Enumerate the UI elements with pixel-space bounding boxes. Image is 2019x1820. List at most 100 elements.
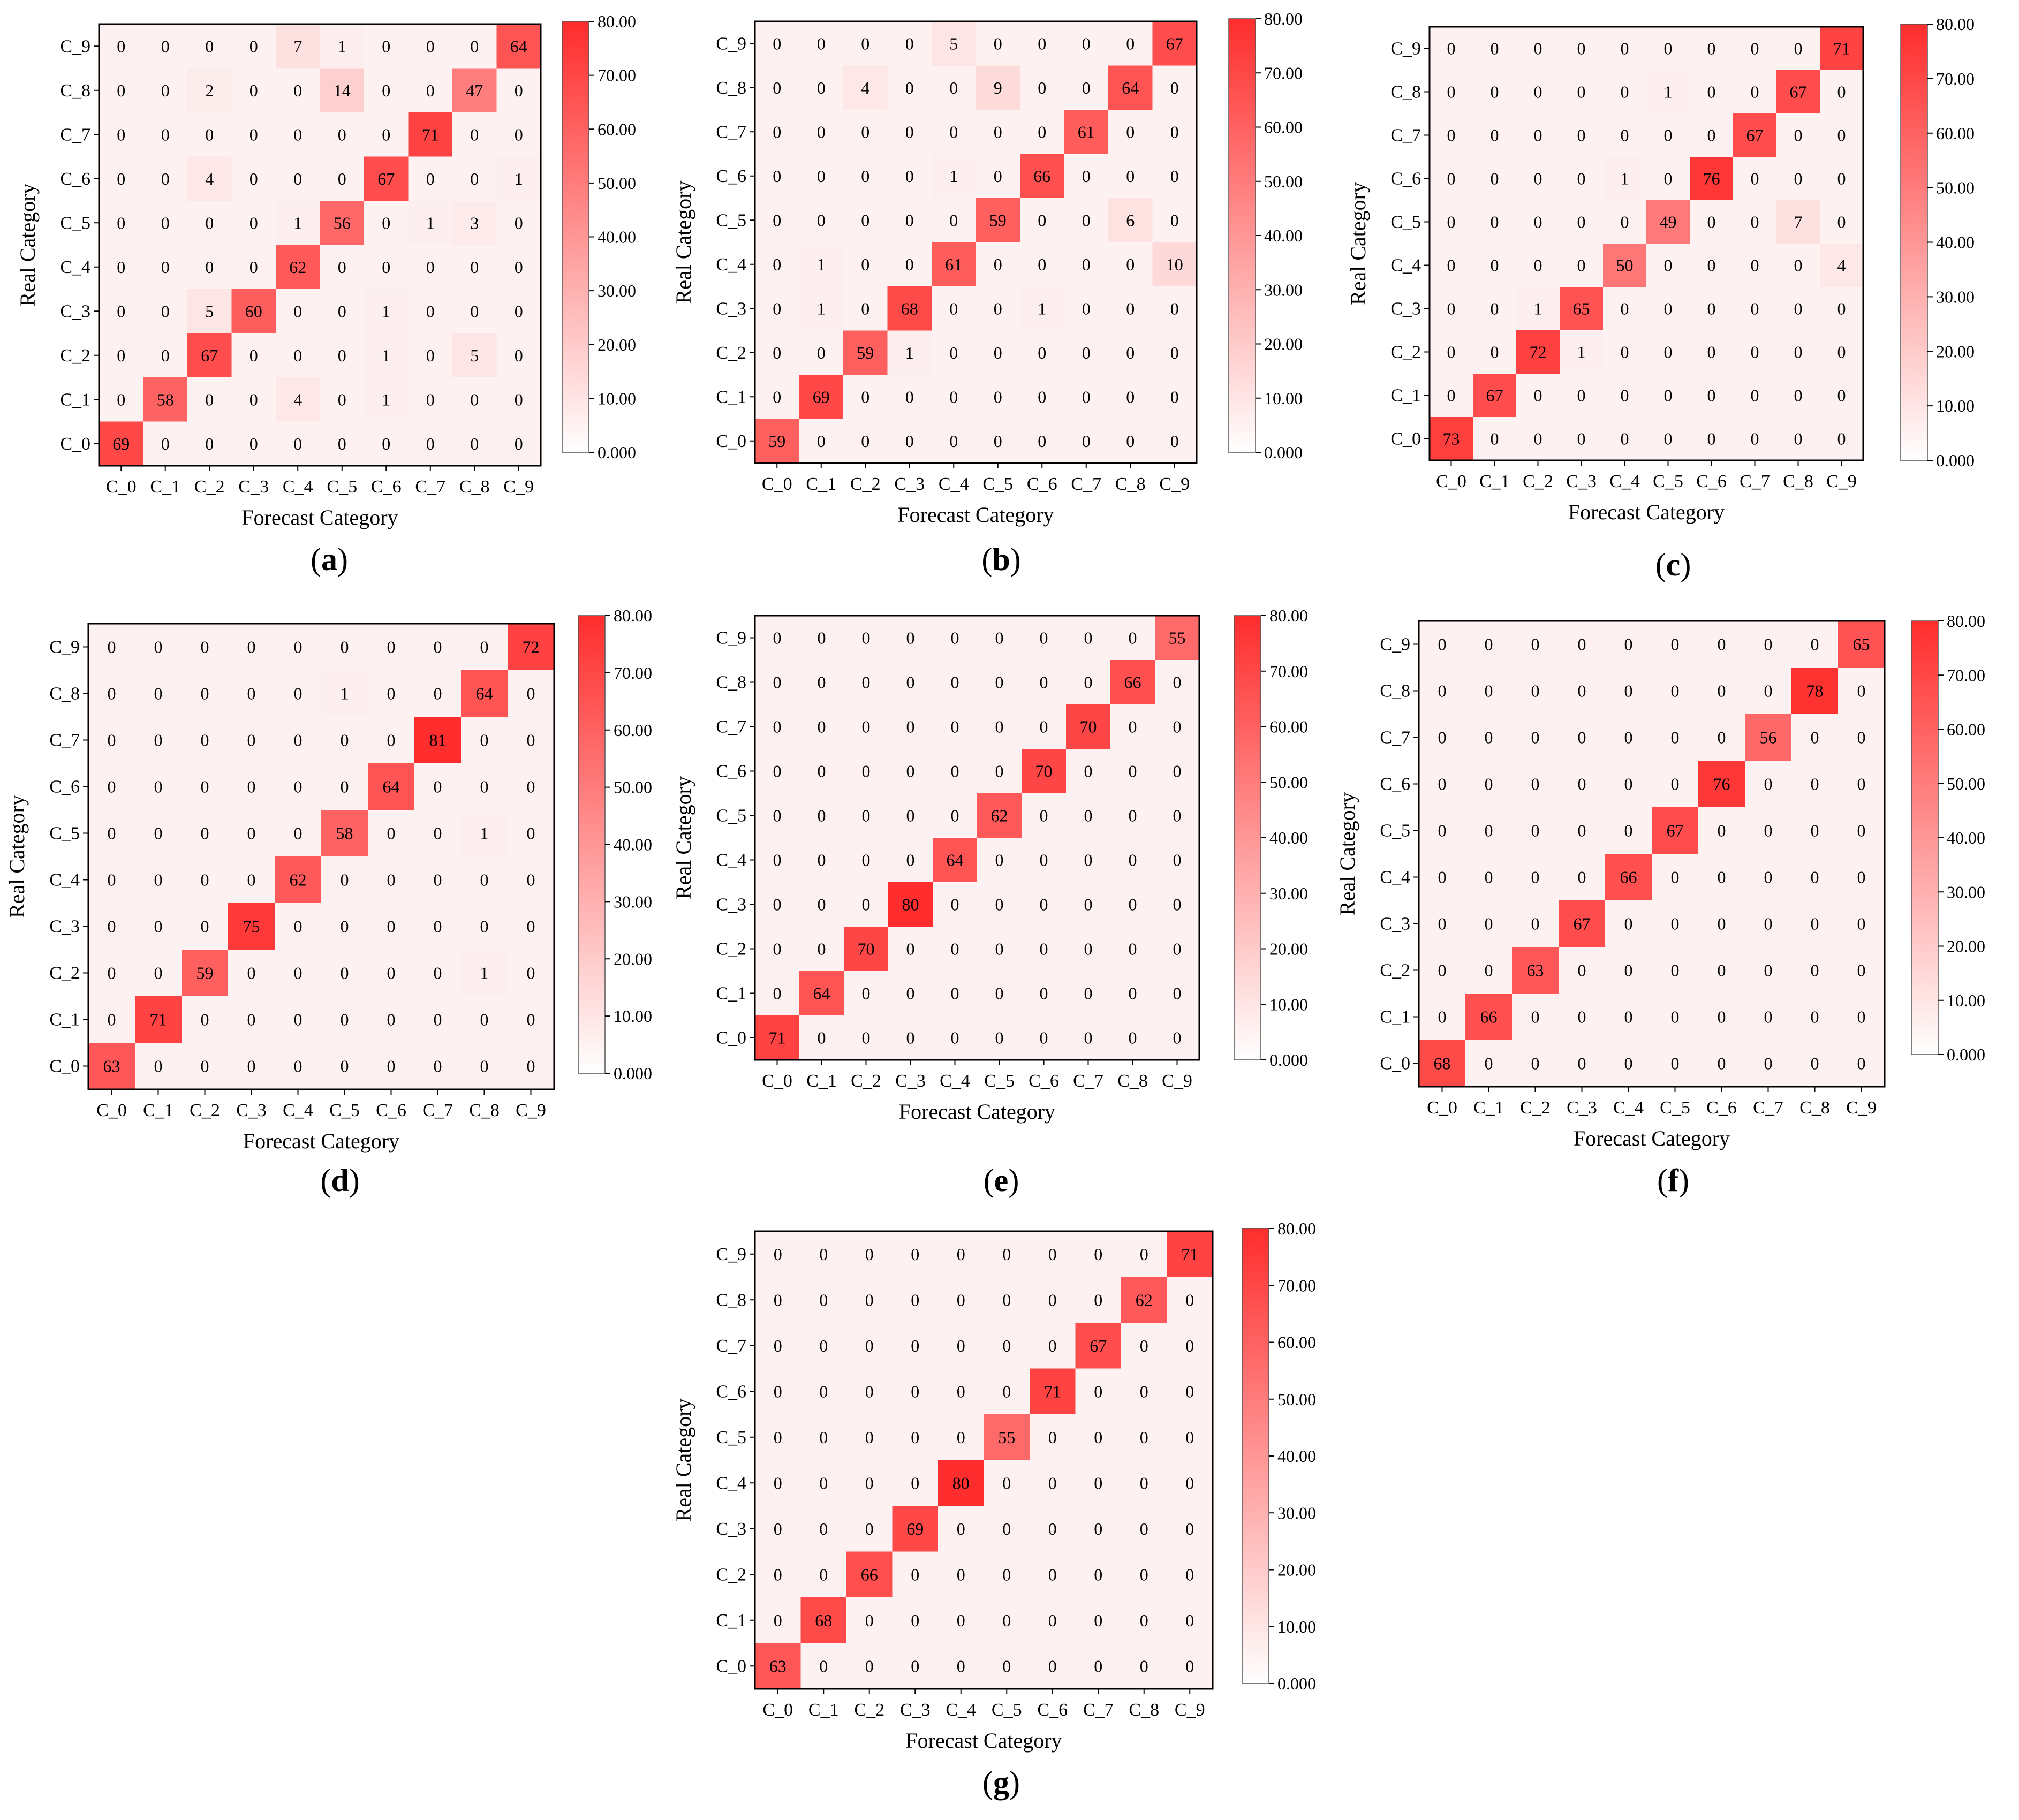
cell-value: 0	[1140, 1336, 1148, 1355]
cell-value: 0	[817, 343, 826, 362]
cell-value: 0	[108, 964, 116, 983]
heatmap-cell	[88, 856, 135, 904]
cell-value: 1	[382, 390, 390, 409]
cell-value: 55	[998, 1428, 1015, 1447]
cell-value: 1	[426, 213, 435, 232]
cell-value: 0	[1718, 1054, 1726, 1073]
heatmap-cell	[1064, 154, 1109, 199]
y-tick-label: C_9	[1380, 635, 1410, 655]
heatmap-cell	[1838, 1040, 1885, 1087]
cell-value: 67	[1090, 1336, 1107, 1355]
colorbar-tick-label: 80.00	[1277, 1219, 1316, 1238]
cell-value: 0	[201, 1057, 209, 1076]
heatmap-cell	[276, 112, 320, 157]
cell-value: 0	[1038, 255, 1046, 274]
heatmap-cell	[135, 856, 182, 904]
cell-value: 0	[247, 964, 256, 983]
heatmap-cell	[984, 1460, 1030, 1506]
heatmap-cell	[187, 333, 232, 378]
x-tick-label: C_9	[503, 477, 534, 497]
heatmap-cell	[143, 201, 188, 245]
cell-value: 0	[819, 1656, 828, 1675]
heatmap-cell	[755, 286, 799, 331]
cell-value: 0	[1577, 386, 1586, 405]
cell-value: 0	[995, 717, 1004, 737]
cell-value: 0	[957, 1245, 965, 1264]
heatmap-cell	[1652, 1040, 1699, 1087]
cell-value: 0	[1140, 1382, 1148, 1401]
cell-value: 0	[470, 434, 479, 453]
cell-value: 0	[1048, 1519, 1057, 1538]
heatmap-cell	[984, 1231, 1030, 1277]
cell-value: 1	[382, 346, 390, 365]
heatmap-cell	[1167, 1277, 1213, 1323]
heatmap-cell	[938, 1643, 984, 1689]
heatmap-cell	[1733, 374, 1777, 418]
heatmap-cell	[364, 289, 409, 333]
cell-value: 62	[290, 870, 307, 890]
heatmap-cell	[364, 156, 409, 201]
cell-value: 0	[773, 806, 782, 825]
heatmap-frame	[98, 23, 542, 467]
cell-value: 0	[1577, 213, 1586, 232]
cell-value: 0	[1811, 914, 1819, 934]
cell-value: 0	[994, 387, 1002, 406]
cell-value: 72	[523, 638, 540, 657]
cell-value: 0	[1140, 1565, 1148, 1584]
colorbar-tick-label: 40.00	[1947, 828, 1985, 847]
cell-value: 0	[1126, 299, 1135, 318]
cell-value: 0	[1447, 256, 1456, 275]
heatmap-cell	[1110, 616, 1155, 661]
heatmap-cell	[1733, 113, 1777, 157]
heatmap-cell	[1465, 668, 1513, 715]
heatmap-cell	[1121, 1460, 1167, 1506]
heatmap-cell	[1820, 27, 1864, 71]
heatmap-cell	[846, 1323, 893, 1369]
cell-value: 0	[434, 917, 442, 936]
x-tick-label: C_8	[1115, 474, 1146, 494]
cell-value: 0	[1751, 82, 1759, 102]
cell-value: 0	[905, 210, 914, 230]
cell-value: 0	[1534, 213, 1542, 232]
heatmap-cell	[320, 156, 365, 201]
y-tick-label: C_3	[1380, 914, 1410, 934]
cell-value: 0	[1664, 256, 1673, 275]
x-tick-label: C_8	[1783, 472, 1813, 491]
heatmap-cell	[1559, 668, 1606, 715]
x-tick-label: C_0	[96, 1101, 127, 1120]
cell-value: 0	[819, 1290, 828, 1309]
cell-value: 0	[1185, 1290, 1194, 1309]
cell-value: 0	[1837, 169, 1846, 188]
cell-value: 0	[1811, 1007, 1819, 1027]
cell-value: 0	[1485, 728, 1493, 747]
cell-value: 73	[1443, 429, 1460, 449]
heatmap-panel-a: 0 0 0 0 7 1 0 0 0 640 0 2 0 0 14 0 0 47 00 0 0 0 0 0 0 71 0 00 0 4 0 0 0…	[16, 12, 636, 577]
cell-value: 0	[1094, 1428, 1102, 1447]
colorbar	[1234, 615, 1261, 1060]
colorbar-tick-label: 0.000	[1269, 1050, 1308, 1070]
heatmap-cell	[799, 154, 844, 199]
heatmap-cell	[1776, 113, 1820, 157]
cell-value: 0	[1578, 635, 1586, 654]
heatmap-cell	[88, 1043, 135, 1090]
heatmap-cell	[88, 624, 135, 671]
colorbar-tick-label: 10.00	[1947, 991, 1985, 1010]
cell-value: 0	[1170, 343, 1179, 362]
heatmap-cell	[1430, 330, 1473, 374]
colorbar-tick-label: 80.00	[1947, 611, 1985, 631]
heatmap-cell	[143, 24, 188, 69]
cell-value: 0	[1048, 1565, 1057, 1584]
heatmap-cell	[799, 927, 844, 972]
cell-value: 0	[154, 777, 163, 797]
y-tick-label: C_7	[1380, 728, 1410, 748]
cell-value: 1	[480, 824, 489, 843]
y-tick-label: C_6	[60, 169, 90, 189]
heatmap-cell	[1791, 900, 1839, 947]
cell-value: 0	[1531, 775, 1540, 794]
heatmap-cell	[1690, 330, 1734, 374]
heatmap-cell	[187, 24, 232, 69]
heatmap-cell	[1605, 1040, 1652, 1087]
heatmap-cell	[1646, 70, 1690, 114]
cell-value: 0	[1129, 851, 1137, 870]
heatmap-cell	[1745, 668, 1792, 715]
